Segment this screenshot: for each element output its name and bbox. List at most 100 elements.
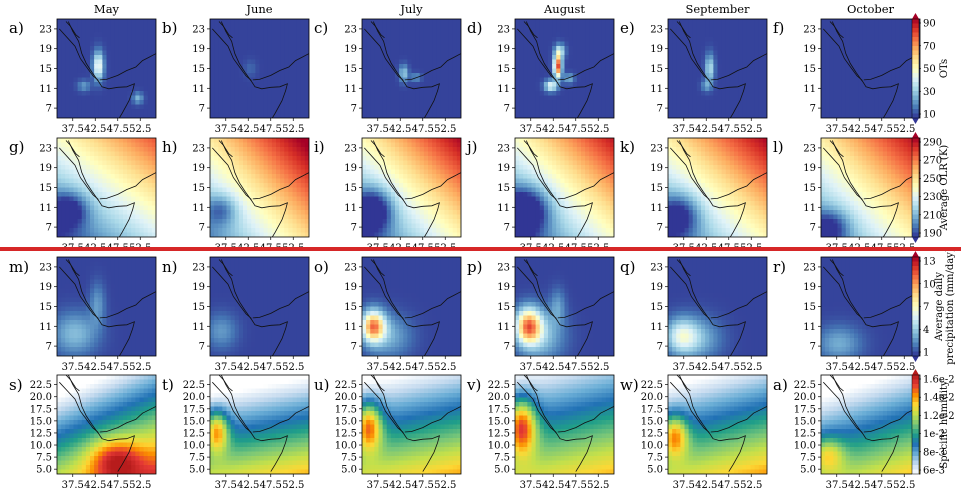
y-tick-label: 7 [46, 223, 52, 234]
month-title: September [685, 2, 750, 16]
y-tick-label: 10.0 [30, 441, 52, 452]
colorbar-tick-label: 290 [923, 138, 942, 149]
heatmap-cells [362, 257, 461, 356]
y-tick-label: 15 [803, 64, 816, 75]
x-tick-label: 37.5 [215, 480, 237, 491]
x-tick-label: 42.5 [237, 124, 259, 135]
coastline [517, 259, 614, 356]
x-tick-label: 37.5 [826, 124, 848, 135]
y-tick-label: 11 [497, 203, 510, 214]
coastline [364, 21, 461, 118]
map-panel-g [54, 137, 157, 240]
colorbar-tick-label: 190 [923, 229, 942, 240]
x-tick-label: 47.5 [718, 124, 740, 135]
x-tick-label: 37.5 [826, 480, 848, 491]
y-tick-label: 15 [192, 183, 205, 194]
map-panel-v [512, 374, 615, 477]
coastline [517, 375, 614, 472]
colorbar-title: Average OLR (K) [939, 145, 950, 232]
panel-label: p) [467, 258, 482, 276]
y-tick-label: 15.0 [488, 416, 510, 427]
colorbar-tick-label: 13 [923, 257, 936, 268]
x-tick-label: 42.5 [389, 362, 411, 373]
map-panel-h [207, 137, 310, 240]
y-tick-label: 12.5 [641, 428, 663, 439]
y-tick-label: 20.0 [30, 392, 52, 403]
y-tick-label: 22.5 [30, 380, 52, 391]
y-tick-label: 7 [199, 223, 205, 234]
x-tick-label: 47.5 [871, 362, 893, 373]
y-tick-label: 7 [504, 104, 510, 115]
colorbar-tick-label: 1e-2 [923, 429, 945, 440]
y-tick-label: 20.0 [794, 392, 816, 403]
colorbar-tick-label: 270 [923, 156, 942, 167]
y-tick-label: 23 [39, 24, 52, 35]
map-panel-o [359, 256, 462, 359]
y-tick-label: 15 [344, 64, 357, 75]
panel-label: a) [9, 19, 24, 37]
coastline [212, 140, 309, 237]
y-tick-label: 7 [199, 342, 205, 353]
y-tick-label: 23 [497, 143, 510, 154]
y-tick-label: 7 [351, 223, 357, 234]
x-tick-label: 47.5 [565, 124, 587, 135]
y-tick-label: 19 [39, 44, 52, 55]
panel-frame [209, 374, 310, 475]
map-panel-j [512, 137, 615, 240]
y-tick-label: 15 [650, 302, 663, 313]
y-tick-label: 7.5 [647, 453, 663, 464]
colorbars-layer [911, 13, 921, 480]
heatmap-cells [515, 138, 614, 237]
y-tick-label: 20.0 [641, 392, 663, 403]
colorbar [911, 369, 921, 480]
x-tick-label: 52.5 [893, 362, 915, 373]
y-tick-label: 23 [497, 262, 510, 273]
panel-label: h) [162, 138, 178, 156]
colorbar-tick-label: 70 [923, 41, 936, 52]
y-tick-label: 7.5 [189, 453, 205, 464]
y-tick-label: 19 [497, 163, 510, 174]
x-tick-label: 37.5 [673, 480, 695, 491]
coastline [670, 21, 767, 118]
heatmap-cells [821, 138, 920, 237]
y-tick-label: 17.5 [488, 404, 510, 415]
colorbar-tick-label: 1.6e-2 [923, 375, 955, 386]
y-tick-label: 7 [351, 342, 357, 353]
y-tick-label: 10.0 [641, 441, 663, 452]
y-tick-label: 15.0 [335, 416, 357, 427]
y-tick-label: 22.5 [335, 380, 357, 391]
y-tick-label: 19 [803, 163, 816, 174]
map-panel-p [512, 256, 615, 359]
y-tick-label: 11 [803, 203, 816, 214]
y-tick-label: 23 [497, 24, 510, 35]
x-tick-label: 42.5 [848, 124, 870, 135]
x-tick-label: 47.5 [412, 124, 434, 135]
x-tick-label: 42.5 [848, 480, 870, 491]
y-tick-label: 19 [39, 163, 52, 174]
colorbar-tick-label: 230 [923, 192, 942, 203]
panel-label: n) [162, 258, 178, 276]
y-tick-label: 5.0 [494, 465, 510, 476]
map-panel-w [665, 374, 768, 477]
y-tick-label: 20.0 [335, 392, 357, 403]
heatmap-cells [515, 257, 614, 356]
heatmap-cells [57, 138, 156, 237]
y-tick-label: 11 [650, 84, 663, 95]
colorbar-tick-label: 10 [923, 279, 936, 290]
heatmap-cells [515, 19, 614, 118]
month-title: June [245, 2, 272, 16]
x-tick-label: 42.5 [84, 362, 106, 373]
coastline [670, 259, 767, 356]
panel-label: q) [620, 258, 635, 276]
colorbar-tick-label: 1.4e-2 [923, 393, 955, 404]
y-tick-label: 15 [192, 64, 205, 75]
x-tick-label: 47.5 [871, 480, 893, 491]
map-panel-t [207, 374, 310, 477]
y-tick-label: 23 [344, 24, 357, 35]
y-tick-label: 17.5 [641, 404, 663, 415]
y-tick-label: 19 [803, 44, 816, 55]
x-tick-label: 47.5 [260, 124, 282, 135]
map-panel-e [665, 18, 768, 121]
x-tick-label: 37.5 [367, 362, 389, 373]
y-tick-label: 7 [199, 104, 205, 115]
